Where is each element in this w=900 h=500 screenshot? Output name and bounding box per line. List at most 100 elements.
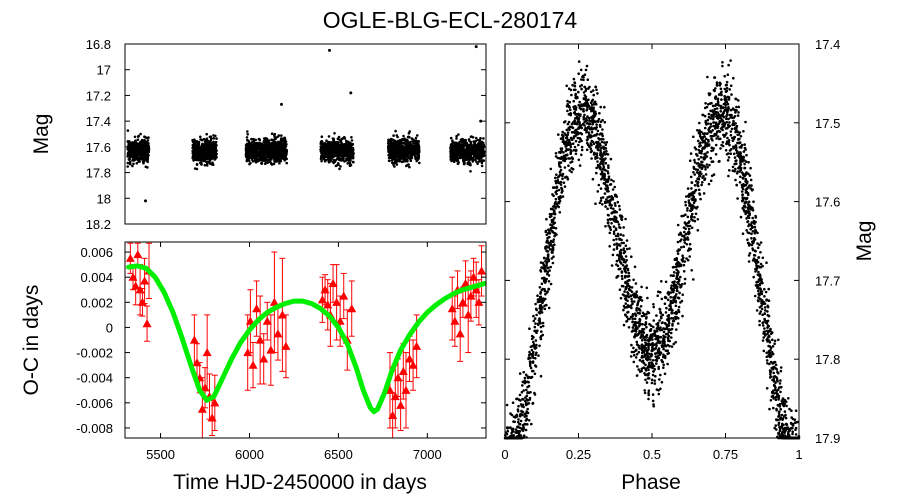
phased-point: [595, 171, 598, 175]
phased-point: [640, 285, 643, 289]
light-curve-point: [453, 159, 456, 162]
phased-point: [599, 120, 603, 123]
phased-point: [689, 175, 693, 179]
light-curve-point: [203, 140, 207, 143]
light-curve-point: [267, 139, 271, 142]
light-curve-point: [336, 155, 340, 159]
light-curve-point: [407, 132, 411, 135]
light-curve-point: [387, 141, 390, 145]
phased-point: [747, 216, 751, 219]
o-c-point: [408, 360, 418, 369]
light-curve-point: [388, 153, 391, 157]
light-curve-point: [264, 162, 267, 165]
o-c-point: [262, 316, 272, 325]
phased-point: [785, 404, 788, 408]
light-curve-point: [480, 147, 484, 151]
light-curve-point: [244, 150, 248, 154]
light-curve-point: [457, 152, 460, 156]
light-curve-point: [338, 158, 341, 162]
light-curve-point: [464, 155, 468, 159]
phased-point: [746, 238, 749, 241]
light-curve-point: [261, 155, 265, 159]
light-curve-point: [391, 148, 395, 151]
light-curve-point: [341, 148, 344, 152]
phased-point: [621, 264, 625, 267]
light-curve-point: [260, 142, 264, 146]
phased-point: [599, 157, 602, 160]
light-curve-point: [324, 158, 327, 162]
light-curve-point: [397, 141, 400, 144]
phased-point: [651, 373, 655, 377]
light-curve-point: [393, 149, 397, 152]
light-curve-point: [276, 146, 279, 149]
phased-point: [618, 208, 622, 211]
light-curve-point: [406, 144, 410, 148]
light-curve-point: [460, 154, 464, 157]
phased-point: [533, 372, 537, 376]
light-curve-point: [482, 137, 485, 140]
phased-point: [761, 256, 765, 260]
light-curve-point: [272, 142, 275, 145]
phased-point: [768, 407, 771, 411]
light-curve-point: [451, 145, 454, 148]
phased-point: [703, 178, 706, 182]
phased-point: [611, 253, 615, 257]
light-curve-point: [480, 164, 484, 168]
phased-point: [690, 269, 693, 272]
phased-point: [584, 89, 587, 93]
o-c-xlabel: Time HJD-2450000 in days: [173, 471, 427, 494]
light-curve-point: [472, 147, 476, 151]
light-curve-point: [407, 163, 410, 166]
light-curve-point: [412, 138, 415, 141]
light-curve-point: [476, 147, 480, 151]
light-curve-ytick-label: 16.8: [86, 37, 111, 52]
light-curve-point: [201, 148, 205, 152]
phased-point: [660, 344, 664, 347]
light-curve-point: [351, 155, 355, 158]
light-curve-point: [191, 151, 195, 155]
light-curve-point: [210, 156, 214, 159]
phased-point: [709, 109, 712, 113]
light-curve-point: [276, 135, 279, 139]
light-curve-point: [321, 156, 325, 159]
phased-point: [721, 61, 724, 64]
light-curve-point: [246, 133, 249, 136]
light-curve-point: [248, 142, 251, 145]
o-c-point: [248, 360, 258, 369]
o-c-point: [133, 250, 143, 259]
light-curve-point: [467, 138, 471, 141]
light-curve-point: [265, 145, 269, 149]
light-curve-point: [476, 152, 479, 155]
light-curve-point: [391, 138, 395, 142]
phased-point: [558, 157, 561, 160]
light-curve-point: [457, 133, 460, 136]
light-curve-point: [127, 143, 130, 147]
light-curve-point: [283, 136, 287, 140]
o-c-point: [281, 341, 291, 350]
light-curve-point: [192, 155, 196, 158]
phased-point: [645, 325, 648, 329]
chart-title: OGLE-BLG-ECL-280174: [323, 7, 578, 33]
phased-point: [643, 323, 647, 327]
light-curve-point: [453, 146, 456, 150]
light-curve-point: [343, 144, 347, 147]
phased-point: [594, 202, 597, 205]
light-curve-point: [336, 137, 340, 140]
o-c-point: [405, 354, 415, 363]
light-curve-point: [135, 162, 139, 165]
phased-point: [637, 350, 641, 354]
phased-point: [630, 300, 634, 303]
light-curve-point: [275, 153, 278, 156]
phased-point: [709, 179, 713, 183]
light-curve-point: [278, 143, 282, 147]
light-curve-point: [388, 156, 392, 159]
phased-point: [590, 130, 594, 134]
light-curve-point: [144, 151, 148, 154]
light-curve-point: [215, 137, 218, 140]
phased-point: [701, 176, 704, 179]
phased-point: [590, 139, 594, 143]
phased-point: [743, 162, 746, 166]
phased-point: [572, 77, 576, 81]
light-curve-point: [321, 153, 324, 157]
light-curve-point: [461, 138, 465, 141]
